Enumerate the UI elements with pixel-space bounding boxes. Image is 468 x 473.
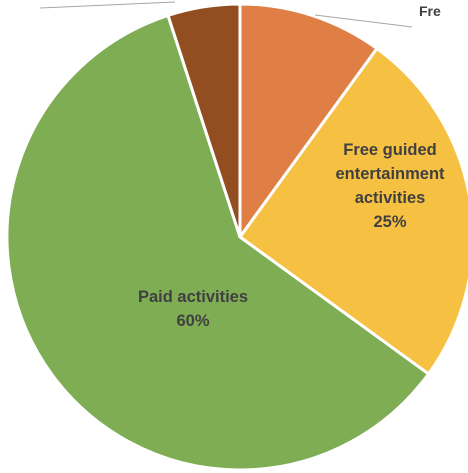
pie-slice-1 — [238, 2, 380, 242]
slice-label-line-2: activities — [355, 189, 426, 207]
slice-label-line-3: Paid activities — [138, 288, 248, 306]
leader-line-4 — [39, 1, 176, 9]
leader-line-1 — [314, 14, 413, 28]
leader-lines — [39, 1, 413, 28]
pie-slice-3 — [5, 13, 431, 472]
pie-slice-4 — [166, 2, 242, 238]
pie-slices — [5, 2, 468, 472]
slice-percent-3: 60% — [176, 312, 209, 330]
pie-slice-2 — [237, 46, 468, 377]
slice-label-2: Free guided entertainment activities 25% — [335, 141, 445, 231]
slice-labels: Fre Free guided entertainment activities 25%… — [138, 3, 445, 330]
slice-percent-2: 25% — [373, 213, 406, 231]
slice-label-line-1: Fre — [419, 3, 441, 19]
slice-label-3: Paid activities 60% — [138, 288, 248, 330]
slice-label-line-2: entertainment — [335, 165, 445, 183]
slice-label-line-2: Free guided — [343, 141, 437, 159]
slice-label-1: Fre — [419, 3, 441, 19]
